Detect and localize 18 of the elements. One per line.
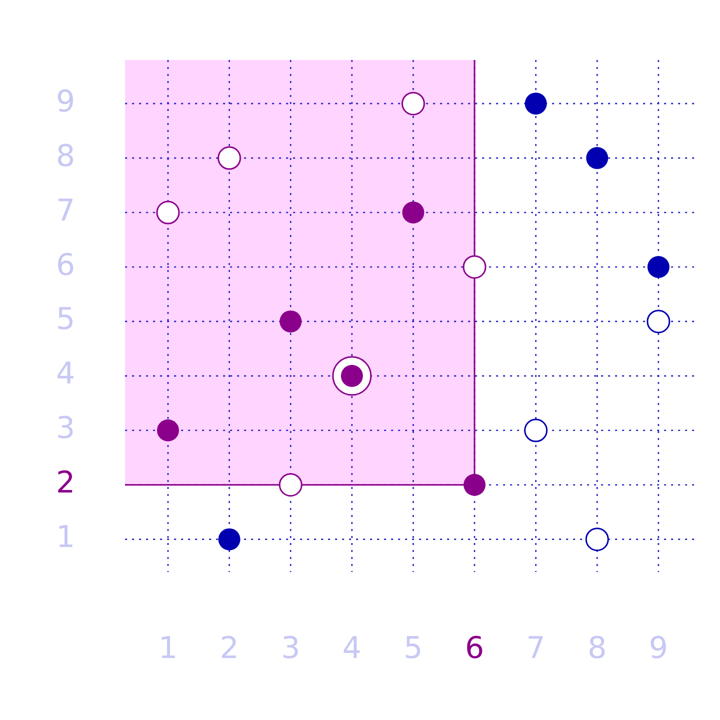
- point: [280, 310, 302, 332]
- point: [524, 92, 547, 115]
- point: [586, 147, 608, 170]
- x-tick-label: 6: [464, 630, 484, 666]
- y-tick-label: 2: [56, 466, 76, 501]
- point: [647, 256, 670, 278]
- point: [402, 202, 424, 224]
- point: [585, 528, 609, 552]
- point: [218, 528, 240, 550]
- point: [278, 473, 302, 497]
- point: [646, 310, 670, 334]
- point: [218, 146, 242, 170]
- point: [524, 418, 548, 442]
- point: [401, 92, 425, 116]
- point: [157, 419, 179, 442]
- point: [464, 474, 486, 496]
- point: [462, 255, 486, 279]
- point: [156, 200, 180, 224]
